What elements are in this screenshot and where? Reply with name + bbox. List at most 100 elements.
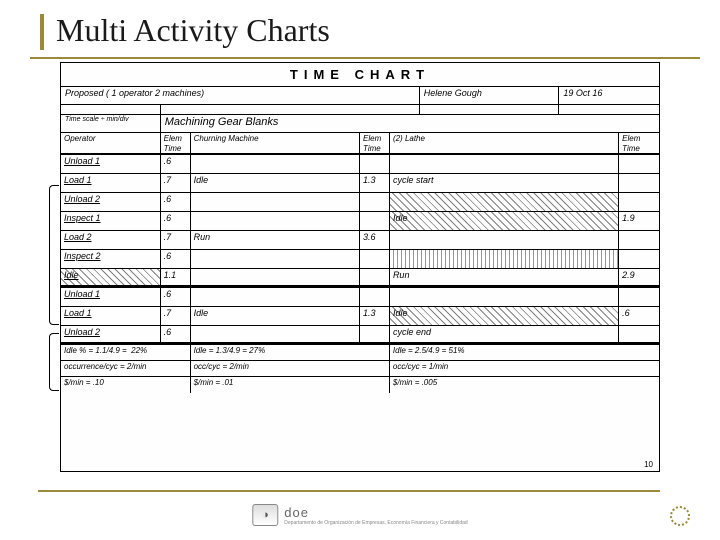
summary-cell: occurrence/cyc = 2/min bbox=[61, 361, 191, 376]
time3-cell: .6 bbox=[619, 307, 659, 325]
table-row: Load 1.7Idle1.3cycle start bbox=[61, 174, 659, 193]
op-cell: Load 2 bbox=[61, 231, 161, 249]
desc2-cell: Idle bbox=[390, 307, 619, 325]
chart-heading: TIME CHART bbox=[61, 63, 659, 87]
summary-cell: $/min = .10 bbox=[61, 377, 191, 393]
time2-cell bbox=[360, 193, 390, 211]
summary-cell: occ/cyc = 2/min bbox=[191, 361, 390, 376]
col-t1: Elem Time bbox=[161, 133, 191, 153]
brace-icon bbox=[49, 333, 59, 391]
time3-cell: 2.9 bbox=[619, 269, 659, 285]
hdr-task: Machining Gear Blanks bbox=[161, 115, 659, 132]
table-row: Inspect 1.6 Idle1.9 bbox=[61, 212, 659, 231]
desc1-cell bbox=[191, 193, 360, 211]
col-operator: Operator bbox=[61, 133, 161, 153]
time2-cell bbox=[360, 212, 390, 230]
op-cell: Unload 1 bbox=[61, 288, 161, 306]
chart-header-row-1: Proposed ( 1 operator 2 machines) Helene… bbox=[61, 87, 659, 105]
table-row: Unload 1.6 bbox=[61, 288, 659, 307]
col-t2: Elem Time bbox=[360, 133, 390, 153]
brace-icon bbox=[49, 185, 59, 325]
time-cell: 1.1 bbox=[161, 269, 191, 285]
time-cell: .6 bbox=[161, 250, 191, 268]
time3-cell bbox=[619, 326, 659, 342]
desc1-cell bbox=[191, 288, 360, 306]
desc1-cell bbox=[191, 155, 360, 173]
summary-cell: Idle = 1.3/4.9 = 27% bbox=[191, 345, 390, 360]
time-cell: .6 bbox=[161, 193, 191, 211]
op-cell: Unload 2 bbox=[61, 326, 161, 342]
corner-badge-icon bbox=[670, 506, 690, 526]
summary-cell: occ/cyc = 1/min bbox=[390, 361, 659, 376]
table-row: Unload 2.6cycle end bbox=[61, 326, 659, 345]
col-machine1: Churning Machine bbox=[191, 133, 360, 153]
table-row: Load 1.7Idle1.3Idle.6 bbox=[61, 307, 659, 326]
time-cell: .7 bbox=[161, 307, 191, 325]
summary-cell: $/min = .01 bbox=[191, 377, 390, 393]
logo-subtitle: Departamento de Organización de Empresas… bbox=[284, 520, 467, 526]
time3-cell bbox=[619, 288, 659, 306]
hdr-date: 19 Oct 16 bbox=[559, 87, 659, 104]
time-cell: .6 bbox=[161, 155, 191, 173]
op-cell: Inspect 2 bbox=[61, 250, 161, 268]
desc1-cell bbox=[191, 212, 360, 230]
page-number: 10 bbox=[644, 460, 653, 469]
time3-cell bbox=[619, 174, 659, 192]
desc1-cell bbox=[191, 326, 360, 342]
time2-cell: 1.3 bbox=[360, 307, 390, 325]
summary-row: $/min = .10$/min = .01$/min = .005 bbox=[61, 377, 659, 393]
time3-cell bbox=[619, 250, 659, 268]
summary-cell: Idle = 2.5/4.9 = 51% bbox=[390, 345, 659, 360]
op-cell: Inspect 1 bbox=[61, 212, 161, 230]
col-machine2: (2) Lathe bbox=[390, 133, 619, 153]
footer-logo: ◑ doe Departamento de Organización de Em… bbox=[252, 504, 467, 526]
logo-text: doe bbox=[284, 505, 467, 520]
op-cell: Unload 2 bbox=[61, 193, 161, 211]
col-t3: Elem Time bbox=[619, 133, 659, 153]
time2-cell: 3.6 bbox=[360, 231, 390, 249]
logo-icon: ◑ bbox=[252, 504, 278, 526]
time-chart-scan: TIME CHART Proposed ( 1 operator 2 machi… bbox=[60, 62, 660, 472]
time-cell: .7 bbox=[161, 231, 191, 249]
time3-cell: 1.9 bbox=[619, 212, 659, 230]
table-row: Load 2.7Run3.6 bbox=[61, 231, 659, 250]
desc1-cell bbox=[191, 250, 360, 268]
time2-cell bbox=[360, 288, 390, 306]
time-cell: .6 bbox=[161, 288, 191, 306]
time3-cell bbox=[619, 231, 659, 249]
summary-cell: $/min = .005 bbox=[390, 377, 659, 393]
table-row: Inspect 2.6 bbox=[61, 250, 659, 269]
hdr-timescale: Time scale ÷ min/div bbox=[61, 115, 161, 132]
desc2-cell bbox=[390, 231, 619, 249]
desc2-cell bbox=[390, 250, 619, 268]
summary-row: occurrence/cyc = 2/minocc/cyc = 2/minocc… bbox=[61, 361, 659, 377]
slide-title: Multi Activity Charts bbox=[56, 12, 660, 49]
desc2-cell: Run bbox=[390, 269, 619, 285]
desc1-cell bbox=[191, 269, 360, 285]
time-chart-grid: Operator Elem Time Churning Machine Elem… bbox=[61, 133, 659, 345]
desc2-cell: cycle end bbox=[390, 326, 619, 342]
summary-cell: Idle % = 1.1/4.9 = 22% bbox=[61, 345, 191, 360]
desc2-cell: cycle start bbox=[390, 174, 619, 192]
desc2-cell: Idle bbox=[390, 212, 619, 230]
op-cell: Idle bbox=[61, 269, 161, 285]
desc2-cell bbox=[390, 193, 619, 211]
time3-cell bbox=[619, 155, 659, 173]
hdr-proposed: Proposed ( 1 operator 2 machines) bbox=[61, 87, 420, 104]
time2-cell bbox=[360, 250, 390, 268]
time3-cell bbox=[619, 193, 659, 211]
time-cell: .6 bbox=[161, 212, 191, 230]
table-row: Idle1.1 Run2.9 bbox=[61, 269, 659, 288]
table-row: Unload 1.6 bbox=[61, 155, 659, 174]
desc2-cell bbox=[390, 288, 619, 306]
time2-cell bbox=[360, 326, 390, 342]
op-cell: Load 1 bbox=[61, 174, 161, 192]
time-cell: .7 bbox=[161, 174, 191, 192]
title-accent bbox=[40, 14, 44, 50]
op-cell: Load 1 bbox=[61, 307, 161, 325]
time2-cell bbox=[360, 269, 390, 285]
hdr-author: Helene Gough bbox=[420, 87, 560, 104]
op-cell: Unload 1 bbox=[61, 155, 161, 173]
grid-header: Operator Elem Time Churning Machine Elem… bbox=[61, 133, 659, 155]
summary-row: Idle % = 1.1/4.9 = 22%Idle = 1.3/4.9 = 2… bbox=[61, 345, 659, 361]
